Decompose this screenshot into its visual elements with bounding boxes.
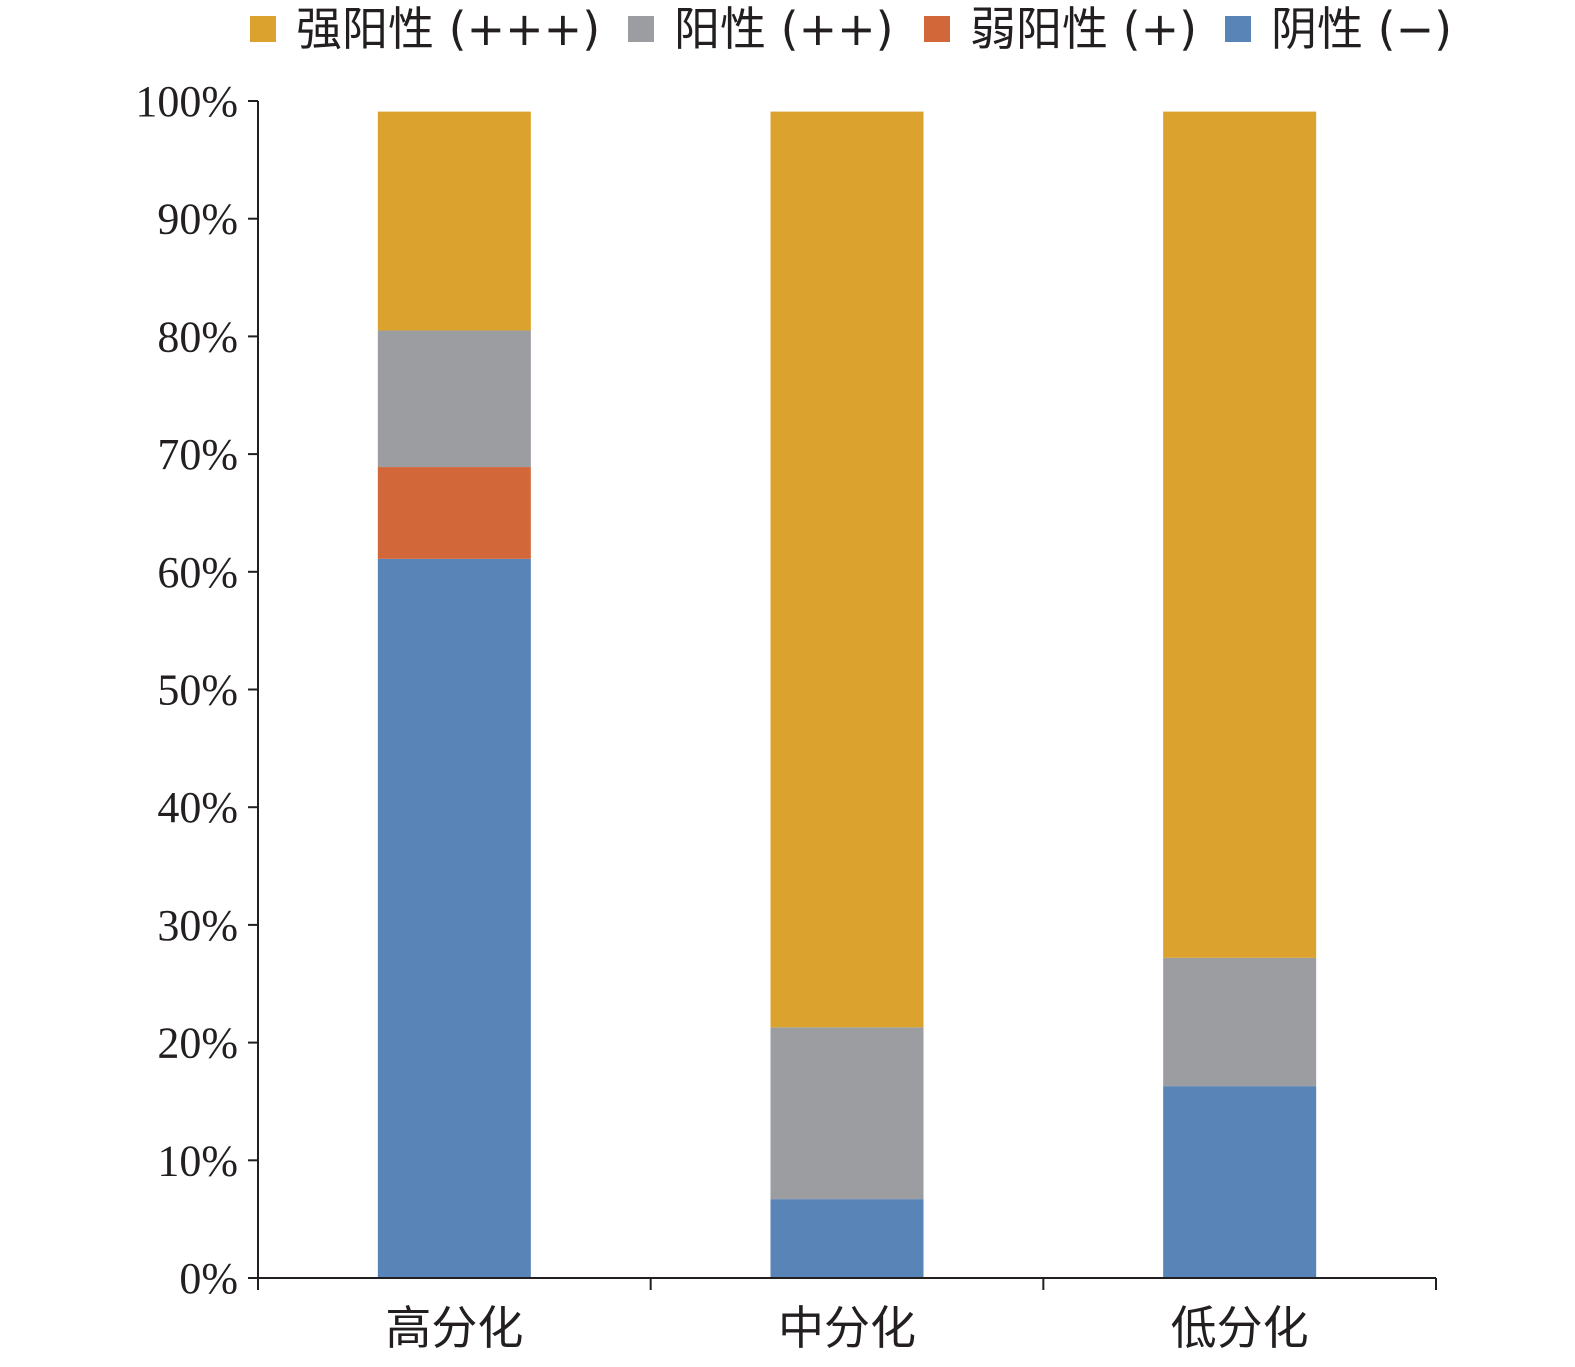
y-tick-label: 40% <box>157 783 238 832</box>
bar-segment <box>770 1199 924 1278</box>
bars <box>377 111 1317 1278</box>
y-tick-label: 80% <box>157 312 238 361</box>
y-tick-label: 70% <box>157 430 238 479</box>
bar-segment <box>1163 957 1317 1087</box>
bar-segment <box>770 1027 924 1200</box>
legend-swatch <box>250 16 276 42</box>
bar-segment <box>1163 111 1317 958</box>
legend-swatch <box>924 16 950 42</box>
legend-label: 弱阳性 (+) <box>970 2 1197 56</box>
bar-segment <box>770 111 924 1028</box>
y-tick-label: 90% <box>157 195 238 244</box>
x-category-label: 高分化 <box>385 1301 523 1355</box>
y-tick-label: 20% <box>157 1019 238 1068</box>
y-tick-label: 100% <box>135 77 238 126</box>
legend: 强阳性 (+++) 阳性 (++) 弱阳性 (+) 阴性 (−) <box>250 2 1452 56</box>
y-tick-label: 10% <box>157 1136 238 1185</box>
x-category-label: 低分化 <box>1171 1301 1309 1355</box>
legend-label: 阴性 (−) <box>1271 2 1452 56</box>
legend-swatch <box>1225 16 1251 42</box>
x-axis: 高分化 中分化 低分化 <box>257 1277 1437 1355</box>
bar-segment <box>377 330 531 468</box>
bar-segment <box>377 558 531 1278</box>
legend-label: 强阳性 (+++) <box>296 2 600 56</box>
bar-segment <box>377 467 531 559</box>
y-tick-label: 60% <box>157 548 238 597</box>
y-tick-label: 50% <box>157 666 238 715</box>
y-axis: 0% 10% 20% 30% 40% 50% 60% 70% 80% 90% 100% <box>135 77 259 1303</box>
y-tick-label: 30% <box>157 901 238 950</box>
y-tick-label: 0% <box>179 1254 238 1303</box>
x-category-label: 中分化 <box>778 1301 916 1355</box>
legend-label: 阳性 (++) <box>674 2 894 56</box>
bar-segment <box>377 111 531 331</box>
legend-swatch <box>628 16 654 42</box>
bar-segment <box>1163 1086 1317 1278</box>
